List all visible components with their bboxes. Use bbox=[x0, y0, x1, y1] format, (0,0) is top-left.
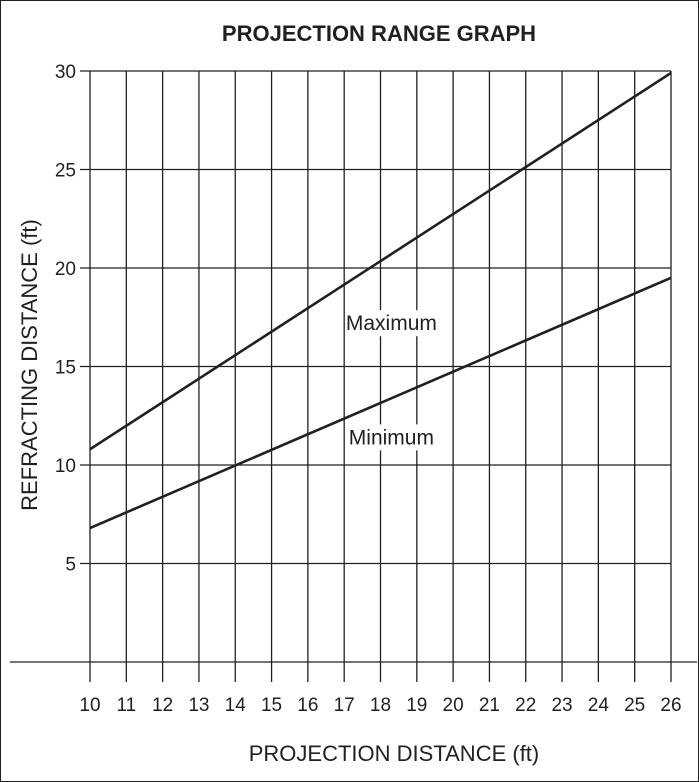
y-tick-label-15: 15 bbox=[55, 358, 76, 379]
series-line-minimum bbox=[89, 276, 672, 530]
y-tick-label-10: 10 bbox=[55, 456, 76, 477]
x-tick-label-21: 21 bbox=[479, 695, 500, 716]
x-tick-label-22: 22 bbox=[515, 695, 536, 716]
x-tick-label-12: 12 bbox=[152, 695, 173, 716]
x-tick-label-11: 11 bbox=[116, 695, 136, 716]
annotation-bg-maximum bbox=[347, 310, 436, 337]
x-tick-label-10: 10 bbox=[79, 695, 100, 716]
y-tick-label-5: 5 bbox=[65, 555, 76, 576]
x-tick-labels: 10 11 12 13 14 15 16 17 18 19 20 21 22 23 24 25 26 bbox=[79, 695, 681, 716]
x-tick-label-24: 24 bbox=[588, 695, 610, 716]
y-tick-labels: 5 10 15 20 25 30 bbox=[55, 62, 76, 576]
x-tick-label-19: 19 bbox=[406, 695, 427, 716]
x-tick-label-13: 13 bbox=[188, 695, 209, 716]
annotation-maximum: Maximum bbox=[346, 312, 437, 335]
annotation-bg-minimum bbox=[347, 424, 436, 451]
x-tick-label-14: 14 bbox=[225, 695, 247, 716]
x-tick-label-26: 26 bbox=[660, 695, 681, 716]
y-tick-label-20: 20 bbox=[55, 259, 76, 280]
x-axis-label: PROJECTION DISTANCE (ft) bbox=[249, 741, 540, 766]
y-tick-label-25: 25 bbox=[55, 161, 76, 182]
series-line-maximum bbox=[89, 71, 672, 451]
series-lines bbox=[89, 71, 672, 530]
y-axis-label: REFRACTING DISTANCE (ft) bbox=[17, 219, 42, 511]
chart-title: PROJECTION RANGE GRAPH bbox=[222, 21, 536, 46]
x-tick-label-20: 20 bbox=[443, 695, 464, 716]
y-tick-label-30: 30 bbox=[55, 62, 76, 83]
x-tick-label-23: 23 bbox=[551, 695, 572, 716]
x-tick-label-18: 18 bbox=[370, 695, 391, 716]
grid bbox=[80, 70, 672, 682]
x-tick-label-17: 17 bbox=[334, 695, 355, 716]
annotations: Maximum Minimum bbox=[346, 310, 437, 451]
x-tick-label-25: 25 bbox=[624, 695, 645, 716]
x-tick-label-16: 16 bbox=[297, 695, 318, 716]
annotation-minimum: Minimum bbox=[349, 426, 434, 449]
x-tick-label-15: 15 bbox=[261, 695, 282, 716]
